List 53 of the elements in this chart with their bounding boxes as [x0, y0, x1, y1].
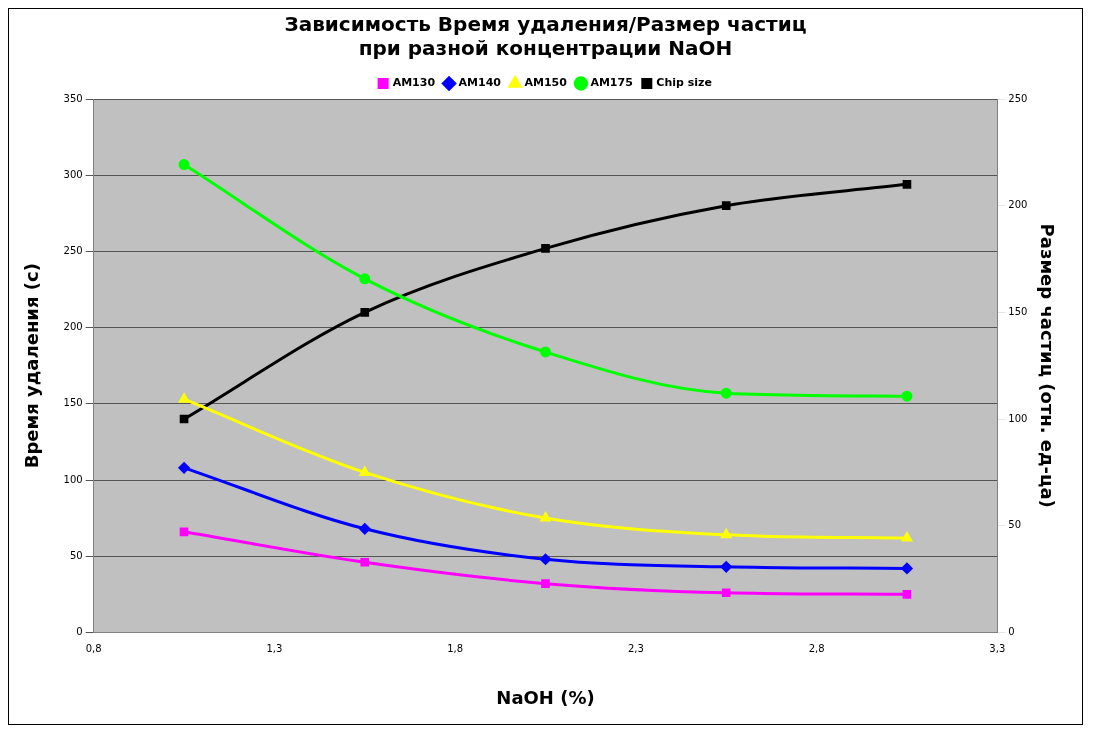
point: [901, 390, 913, 402]
y2-tick-label: 200: [1008, 199, 1028, 211]
point: [720, 387, 732, 399]
y-tick-label: 100: [63, 473, 83, 485]
y-tick-label: 0: [76, 625, 83, 637]
point: [179, 527, 189, 537]
point: [540, 346, 551, 358]
x-tick-label: 3,3: [989, 642, 1006, 654]
y-tick-label: 350: [63, 92, 83, 104]
point: [901, 562, 913, 574]
y-axis-title: Время удаления (с): [21, 263, 43, 469]
point: [178, 159, 190, 171]
point: [901, 532, 912, 542]
point: [541, 579, 550, 588]
y-tick-label: 200: [63, 321, 83, 333]
point: [179, 393, 190, 403]
point: [178, 462, 190, 474]
legend-label: AM140: [458, 76, 502, 90]
point: [721, 201, 731, 211]
point: [540, 512, 551, 522]
point: [902, 180, 912, 189]
point: [540, 553, 551, 565]
y2-tick-label: 150: [1008, 305, 1028, 317]
x-tick-label: 2,8: [808, 642, 825, 654]
point: [720, 561, 732, 573]
point: [902, 589, 912, 599]
point: [359, 466, 370, 476]
y-tick-label: 150: [63, 397, 83, 409]
x-axis-title: NaOH (%): [496, 686, 595, 708]
point: [359, 523, 371, 535]
x-tick-label: 1,8: [447, 642, 464, 654]
x-tick-label: 1,3: [266, 642, 283, 654]
point: [541, 244, 550, 253]
y2-tick-label: 250: [1008, 92, 1028, 104]
x-tick-label: 2,3: [627, 642, 644, 654]
y2-axis-title: Размер частиц (отн. ед-ца): [1036, 223, 1058, 508]
point: [360, 308, 370, 317]
legend-label: Chip size: [656, 76, 712, 90]
x-tick-label: 0,8: [85, 642, 102, 654]
legend-label: AM175: [590, 76, 633, 90]
chart-title: Зависимость Время удаления/Размер частиц при разной концентрации NaOH: [284, 12, 807, 61]
point: [179, 414, 189, 424]
y-tick-label: 300: [63, 168, 83, 180]
point: [360, 557, 370, 567]
legend-label: AM130: [392, 76, 436, 90]
y-tick-label: 250: [63, 244, 83, 256]
y2-tick-label: 50: [1008, 519, 1022, 531]
y2-tick-label: 0: [1008, 625, 1015, 637]
legend-label: AM150: [524, 76, 568, 90]
y2-tick-label: 100: [1008, 412, 1028, 424]
point: [721, 588, 731, 598]
point: [359, 273, 371, 285]
y-tick-label: 50: [69, 549, 83, 561]
